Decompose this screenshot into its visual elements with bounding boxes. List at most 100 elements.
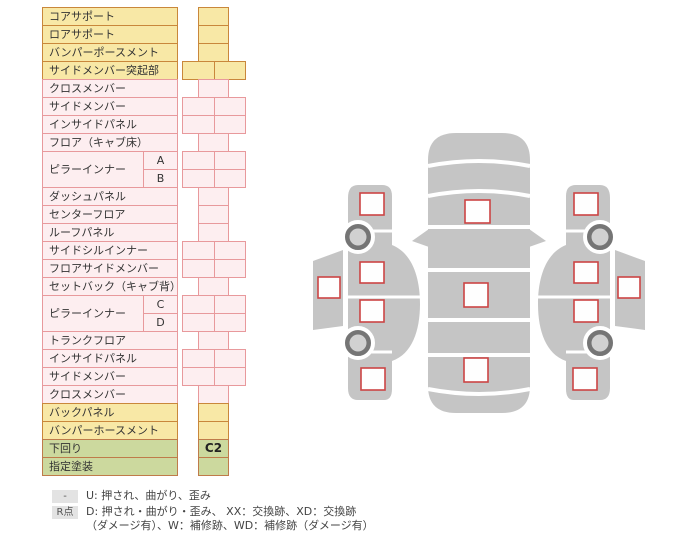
table-row: センターフロア	[42, 205, 246, 224]
part-label: サイドメンバー	[42, 367, 178, 386]
status-cell[interactable]	[214, 349, 246, 368]
table-row: バックパネル	[42, 403, 246, 422]
part-label: バンパーポースメント	[42, 43, 178, 62]
status-cell[interactable]	[214, 313, 246, 332]
legend-text: U: 押され、曲がり、歪み	[86, 489, 211, 502]
status-cell[interactable]	[198, 331, 229, 350]
table-row-pillar-inner-cd: ピラーインナー C D	[42, 295, 246, 332]
damage-marker-left-2[interactable]	[359, 261, 385, 284]
status-cell[interactable]	[214, 241, 246, 260]
left-rear-wheel-hub-icon	[349, 334, 367, 352]
status-cell[interactable]	[182, 259, 215, 278]
damage-marker-left-5[interactable]	[317, 276, 341, 299]
legend-chip-rten: R点	[52, 506, 78, 519]
right-mirror-icon	[529, 229, 546, 247]
part-label: フロア（キャブ床）	[42, 133, 178, 152]
table-row: セットバック（キャブ背）	[42, 277, 246, 296]
pillar-sub-label-b: B	[143, 169, 178, 188]
status-cell[interactable]	[182, 151, 215, 170]
damage-code-legend: - U: 押され、曲がり、歪み R点 D: 押され・曲がり・歪み、 XX：交換跡…	[52, 489, 374, 535]
table-row-pillar-inner-ab: ピラーインナー A B	[42, 151, 246, 188]
part-label: インサイドパネル	[42, 349, 178, 368]
legend-row-u: - U: 押され、曲がり、歪み	[52, 489, 374, 503]
status-cell[interactable]	[214, 61, 246, 80]
table-row-undercarriage: 下回り C2	[42, 439, 246, 458]
table-row: コアサポート	[42, 7, 246, 26]
table-row: ロアサポート	[42, 25, 246, 44]
table-row: クロスメンバー	[42, 79, 246, 98]
table-row: フロアサイドメンバー	[42, 259, 246, 278]
damage-marker-right-3[interactable]	[573, 299, 599, 323]
status-cell[interactable]	[198, 385, 229, 404]
damage-marker-right-2[interactable]	[573, 261, 599, 284]
status-cell[interactable]	[198, 25, 229, 44]
table-row: ルーフパネル	[42, 223, 246, 242]
damage-marker-top-1[interactable]	[464, 199, 491, 224]
status-cell[interactable]	[214, 97, 246, 116]
status-cell[interactable]	[198, 133, 229, 152]
part-label: トランクフロア	[42, 331, 178, 350]
damage-marker-left-1[interactable]	[359, 192, 385, 216]
status-cell[interactable]	[182, 169, 215, 188]
status-cell[interactable]	[198, 277, 229, 296]
status-cell[interactable]	[214, 259, 246, 278]
status-cell[interactable]	[198, 421, 229, 440]
status-cell[interactable]	[198, 7, 229, 26]
status-cell[interactable]	[214, 169, 246, 188]
damage-marker-left-3[interactable]	[359, 299, 385, 323]
part-label: コアサポート	[42, 7, 178, 26]
status-cell[interactable]	[182, 97, 215, 116]
part-label: インサイドパネル	[42, 115, 178, 134]
status-cell[interactable]	[198, 187, 229, 206]
pillar-sub-label-c: C	[143, 295, 178, 314]
status-cell[interactable]	[182, 367, 215, 386]
status-cell[interactable]	[182, 61, 215, 80]
status-cell[interactable]	[198, 43, 229, 62]
part-label: 下回り	[42, 439, 178, 458]
status-cell[interactable]	[214, 295, 246, 314]
right-rear-wheel-hub-icon	[591, 334, 609, 352]
damage-marker-left-4[interactable]	[360, 367, 386, 391]
status-cell[interactable]	[198, 223, 229, 242]
car-damage-diagram	[313, 133, 645, 413]
part-label: フロアサイドメンバー	[42, 259, 178, 278]
status-cell[interactable]	[198, 403, 229, 422]
status-cell[interactable]	[182, 241, 215, 260]
table-row: バンパーホースメント	[42, 421, 246, 440]
damage-marker-right-5[interactable]	[617, 276, 641, 299]
part-label: バックパネル	[42, 403, 178, 422]
part-label: 指定塗装	[42, 457, 178, 476]
part-label: ダッシュパネル	[42, 187, 178, 206]
part-label: バンパーホースメント	[42, 421, 178, 440]
legend-text: （ダメージ有）、W：補修跡、WD：補修跡（ダメージ有）	[86, 519, 374, 532]
damage-marker-right-4[interactable]	[572, 367, 598, 391]
status-cell[interactable]	[198, 79, 229, 98]
status-cell[interactable]	[182, 115, 215, 134]
table-row: 指定塗装	[42, 457, 246, 476]
table-row: ダッシュパネル	[42, 187, 246, 206]
status-cell[interactable]	[214, 151, 246, 170]
status-cell[interactable]	[214, 115, 246, 134]
part-label: サイドメンバー	[42, 97, 178, 116]
part-label: クロスメンバー	[42, 385, 178, 404]
damage-marker-right-1[interactable]	[573, 192, 599, 216]
damage-marker-top-2[interactable]	[463, 282, 489, 308]
pillar-sub-label-d: D	[143, 313, 178, 332]
status-cell[interactable]	[214, 367, 246, 386]
legend-row-rten: R点 D: 押され・曲がり・歪み、 XX：交換跡、XD：交換跡 （ダメージ有）、…	[52, 505, 374, 533]
right-front-wheel-hub-icon	[591, 228, 609, 246]
damage-marker-top-3[interactable]	[463, 357, 489, 383]
status-cell[interactable]	[198, 457, 229, 476]
part-label: ピラーインナー	[42, 295, 144, 332]
status-cell[interactable]	[182, 313, 215, 332]
status-cell[interactable]	[182, 295, 215, 314]
status-cell[interactable]	[182, 349, 215, 368]
status-cell-undercarriage-grade[interactable]: C2	[198, 439, 229, 458]
pillar-sub-label-a: A	[143, 151, 178, 170]
part-label: サイドシルインナー	[42, 241, 178, 260]
status-cell[interactable]	[198, 205, 229, 224]
table-row: サイドメンバー	[42, 97, 246, 116]
part-label: クロスメンバー	[42, 79, 178, 98]
car-top-view	[412, 133, 546, 413]
